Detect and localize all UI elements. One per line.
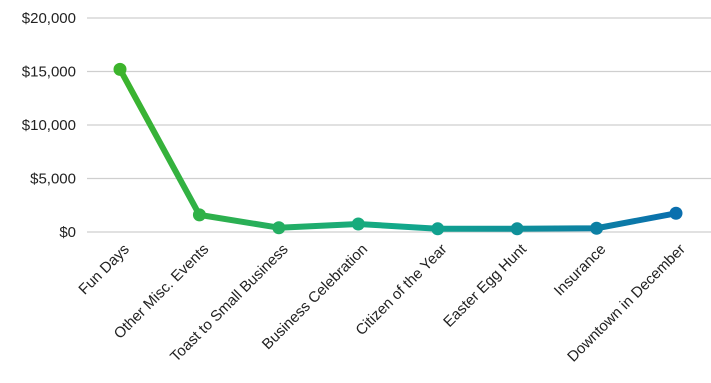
data-point — [192, 208, 206, 222]
data-point — [590, 221, 604, 235]
grid-lines — [87, 17, 711, 233]
x-tick-label: Insurance — [551, 241, 610, 300]
data-point — [113, 62, 127, 76]
data-point — [510, 222, 524, 236]
x-tick-label: Fun Days — [75, 241, 132, 298]
y-tick-label: $5,000 — [30, 171, 76, 188]
y-tick-label: $20,000 — [22, 10, 76, 27]
y-tick-label: $15,000 — [22, 64, 76, 81]
data-point — [351, 217, 365, 231]
data-point — [272, 221, 286, 235]
data-points — [113, 62, 683, 236]
x-tick-label: Easter Egg Hunt — [440, 240, 530, 330]
series-line-group — [117, 66, 679, 232]
y-tick-label: $10,000 — [22, 117, 76, 134]
data-point — [669, 206, 683, 220]
y-tick-label: $0 — [59, 224, 76, 241]
series-line — [117, 66, 679, 232]
data-point — [431, 222, 445, 236]
y-axis-ticks: $0 $5,000 $10,000 $15,000 $20,000 — [22, 10, 76, 241]
